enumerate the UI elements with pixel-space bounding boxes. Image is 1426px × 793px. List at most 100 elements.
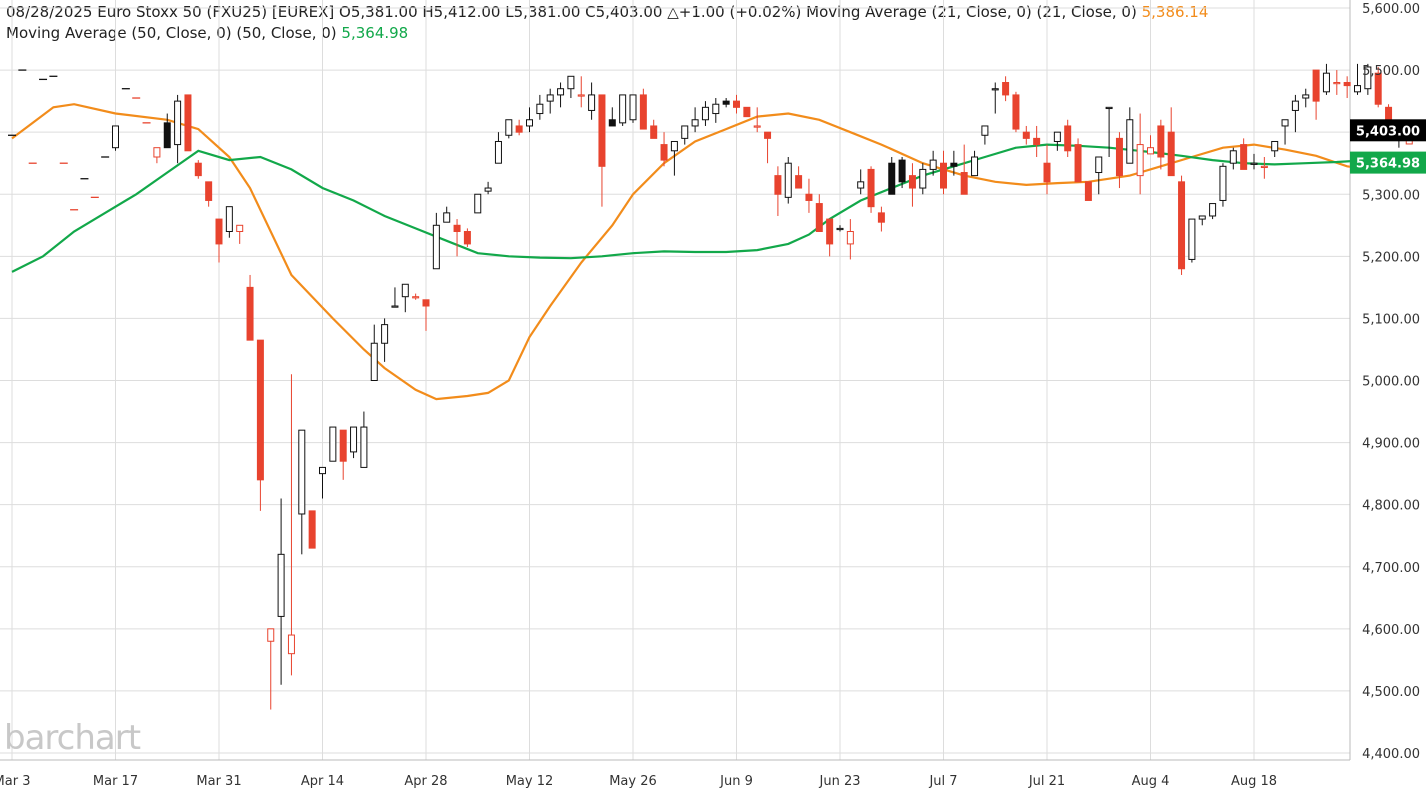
y-tick-label: 5,000.00 — [1362, 375, 1420, 390]
candle — [908, 163, 916, 207]
candle — [184, 94, 192, 152]
candle — [1271, 140, 1279, 157]
candle — [898, 157, 906, 189]
candle — [1188, 218, 1196, 263]
candle — [1250, 153, 1258, 170]
candle-body — [784, 162, 792, 198]
candle-body — [733, 100, 740, 108]
candle — [526, 107, 533, 133]
candle — [215, 218, 223, 263]
candle-body — [629, 94, 637, 121]
candle — [1343, 76, 1351, 99]
candle-body — [764, 131, 772, 139]
candle-body — [194, 162, 202, 177]
last-price-tag-text: 5,403.00 — [1356, 124, 1420, 139]
candle-body — [1302, 94, 1310, 99]
candle — [205, 181, 213, 207]
candle-body — [971, 156, 979, 177]
candle-body — [381, 324, 389, 344]
candle-body — [256, 339, 264, 481]
candle — [805, 178, 813, 213]
candle-body — [898, 159, 906, 183]
candle-body — [174, 100, 182, 146]
candle-body — [153, 147, 161, 158]
candle-body — [929, 159, 937, 170]
y-tick-label: 4,400.00 — [1362, 747, 1420, 762]
candle-body — [526, 119, 533, 127]
y-tick-label: 5,300.00 — [1362, 188, 1420, 203]
y-tick-label: 4,800.00 — [1362, 499, 1420, 514]
candle-body — [205, 181, 213, 201]
x-tick-label: Jun 23 — [819, 774, 861, 789]
candle-body — [1147, 147, 1154, 155]
candle-body — [287, 634, 295, 655]
barchart-logo: barchart — [4, 718, 141, 758]
candle — [712, 98, 720, 123]
x-tick-label: Jun 9 — [719, 774, 753, 789]
candle-body — [163, 122, 171, 149]
candle — [1157, 119, 1165, 170]
candle-body — [712, 103, 720, 115]
candle-body — [1043, 162, 1051, 183]
candle — [1229, 147, 1237, 170]
candle-body — [877, 212, 885, 223]
candle — [329, 426, 337, 462]
candle — [629, 94, 637, 123]
candle-body — [1115, 137, 1123, 177]
candle — [287, 374, 295, 676]
candle — [1147, 135, 1154, 155]
candle — [1219, 163, 1227, 207]
candle — [1178, 175, 1186, 275]
candle-body — [588, 94, 596, 111]
candle-body — [846, 231, 854, 245]
candle — [774, 166, 782, 216]
candle-body — [691, 119, 699, 127]
ma50-price-tag-bg — [1350, 151, 1426, 174]
candle-body — [225, 206, 233, 233]
candle — [381, 318, 389, 362]
candle — [1364, 63, 1372, 95]
candle-body — [826, 218, 834, 245]
candle-body — [1354, 85, 1361, 93]
x-tick-label: Aug 18 — [1231, 774, 1277, 789]
candle — [1043, 144, 1051, 195]
candle — [1354, 63, 1361, 95]
candle — [1084, 181, 1092, 201]
candle — [246, 274, 254, 341]
candle-body — [422, 299, 430, 307]
candle — [225, 206, 233, 238]
candle — [350, 426, 358, 459]
candle — [536, 94, 544, 120]
candle — [422, 299, 430, 331]
candle — [743, 106, 751, 118]
x-tick-label: Apr 28 — [404, 774, 447, 789]
candle-body — [1322, 72, 1330, 93]
candle-body — [940, 162, 947, 189]
candle-body — [546, 94, 554, 102]
candle-body — [805, 193, 813, 201]
candle — [619, 94, 627, 126]
candle — [815, 194, 823, 232]
candle-body — [908, 175, 916, 189]
candle-body — [339, 429, 347, 462]
y-tick-label: 5,200.00 — [1362, 250, 1420, 265]
candle — [1022, 125, 1030, 145]
candle-body — [1012, 94, 1020, 130]
candle — [764, 131, 772, 164]
candle-body — [888, 162, 896, 195]
x-tick-label: Jul 7 — [928, 774, 957, 789]
candle-body — [443, 212, 451, 223]
candle — [598, 94, 606, 207]
x-tick-label: Apr 14 — [301, 774, 344, 789]
candle-body — [1064, 125, 1072, 152]
candle — [660, 132, 668, 167]
last-price-tag: 5,403.00 — [1350, 119, 1426, 142]
candle — [670, 140, 678, 176]
x-tick-label: Aug 4 — [1132, 774, 1170, 789]
candle-body — [1229, 150, 1237, 164]
candle — [153, 147, 161, 164]
candle — [567, 75, 575, 99]
candle — [857, 169, 865, 195]
candle-body — [1053, 131, 1061, 142]
